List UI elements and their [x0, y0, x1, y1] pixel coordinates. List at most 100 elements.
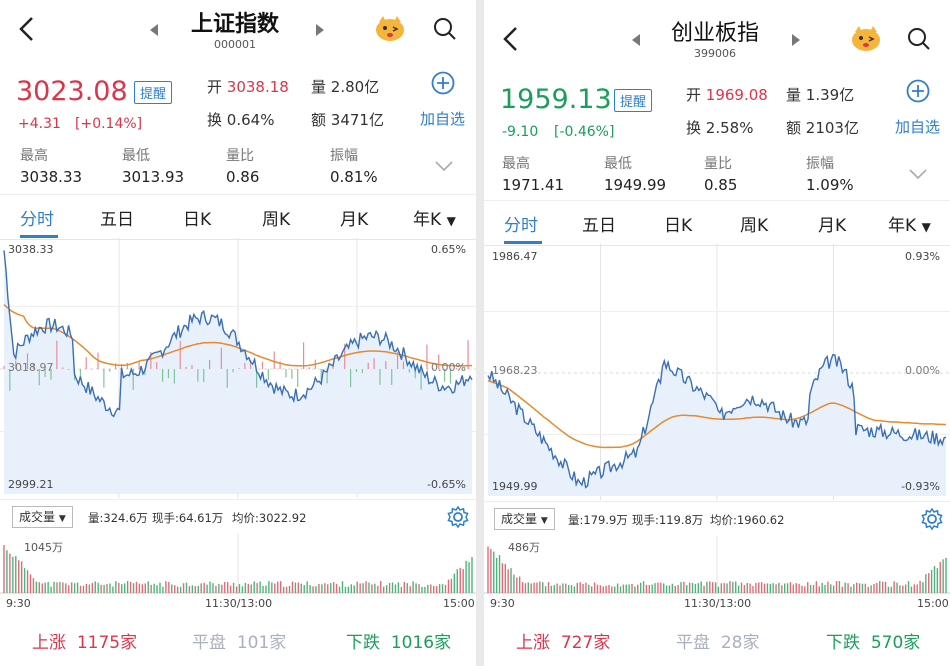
unchanged-count: 101家: [236, 633, 287, 653]
add-watchlist-icon[interactable]: [431, 71, 455, 95]
nav-bar: 创业板指 399006: [484, 0, 950, 62]
tab-yearly-k-label: 年K: [888, 216, 917, 236]
tab-monthly-k[interactable]: 月K: [818, 216, 847, 236]
mascot-icon[interactable]: [374, 14, 406, 42]
mascot-icon[interactable]: [850, 24, 882, 52]
tab-daily-k[interactable]: 日K: [664, 216, 693, 236]
stat-amplitude-value: 0.81%: [330, 168, 378, 186]
chart-tabs: 分时 五日 日K 周K 月K 年K ▼: [484, 200, 950, 246]
stat-low-value: 3013.93: [122, 168, 185, 186]
turnover-label: 换: [686, 119, 702, 137]
tab-intraday[interactable]: 分时: [20, 210, 54, 230]
volume-dropdown-label: 成交量: [501, 512, 538, 526]
alert-button[interactable]: 提醒: [614, 89, 653, 112]
amount-label: 额: [786, 119, 802, 137]
amount-row: 额 3471亿: [311, 109, 384, 130]
time-start: 9:30: [6, 597, 31, 610]
sse-index-panel: 上证指数 000001 3023.08 提醒 +4.31 [+0.14%] 开 …: [0, 0, 476, 666]
decliners[interactable]: 下跌 1016家: [346, 628, 451, 653]
stat-volratio-value: 0.85: [704, 176, 738, 194]
tab-five-day[interactable]: 五日: [582, 216, 616, 236]
pct-mid-label: 0.00%: [431, 361, 466, 374]
dropdown-triangle-icon: ▼: [446, 214, 456, 228]
volume-dropdown[interactable]: 成交量 ▼: [12, 506, 73, 528]
tab-intraday[interactable]: 分时: [504, 216, 538, 236]
turnover-value: 2.58%: [705, 119, 754, 137]
dropdown-triangle-icon: ▼: [921, 220, 931, 234]
tab-five-day[interactable]: 五日: [100, 210, 134, 230]
time-end: 15:00: [917, 597, 949, 610]
intraday-price-chart[interactable]: [0, 238, 476, 498]
next-stock-icon[interactable]: [316, 24, 324, 36]
add-watchlist-label[interactable]: 加自选: [420, 110, 466, 128]
alert-button[interactable]: 提醒: [134, 81, 173, 104]
stat-volratio-label: 量比: [704, 156, 732, 172]
stock-title: 创业板指: [670, 21, 759, 46]
expand-chevron-icon[interactable]: [908, 168, 928, 180]
y-bottom-label: 1949.99: [492, 480, 538, 493]
volume-histogram: [484, 536, 950, 594]
stat-amplitude-label: 振幅: [330, 148, 358, 164]
pct-top-label: 0.65%: [431, 243, 466, 256]
volume-dropdown-label: 成交量: [19, 510, 56, 524]
settings-gear-icon[interactable]: [920, 507, 944, 531]
turnover-value: 0.64%: [226, 111, 275, 129]
unchanged-count: 28家: [720, 633, 760, 653]
pct-mid-label: 0.00%: [905, 364, 940, 377]
unchanged[interactable]: 平盘 101家: [192, 628, 286, 653]
decliners-label: 下跌: [346, 633, 380, 653]
dropdown-arrow-icon: ▼: [58, 514, 66, 524]
settings-gear-icon[interactable]: [446, 505, 470, 529]
y-mid-label: 3018.97: [8, 361, 54, 374]
volume-info: 量:324.6万: [88, 511, 148, 525]
search-icon[interactable]: [432, 16, 458, 42]
price-change: +4.31: [18, 116, 61, 132]
advancers[interactable]: 上涨 727家: [516, 628, 610, 653]
advancers-label: 上涨: [32, 633, 66, 653]
back-arrow-icon[interactable]: [498, 24, 524, 54]
stat-volratio-label: 量比: [226, 148, 254, 164]
open-row: 开 1969.08: [686, 84, 768, 105]
time-start: 9:30: [490, 597, 515, 610]
open-value: 3038.18: [226, 78, 289, 96]
back-arrow-icon[interactable]: [14, 14, 40, 44]
price-line: [3, 250, 473, 418]
stat-low-label: 最低: [604, 156, 632, 172]
tab-weekly-k[interactable]: 周K: [262, 210, 291, 230]
volume-row: 量 2.80亿: [311, 76, 379, 97]
current-price: 3023.08: [16, 76, 128, 107]
search-icon[interactable]: [906, 26, 932, 52]
volume-row: 量 1.39亿: [786, 84, 854, 105]
stat-volratio-value: 0.86: [226, 168, 260, 186]
intraday-price-chart[interactable]: [484, 244, 950, 500]
prev-stock-icon[interactable]: [150, 24, 158, 36]
price-change-pct: [-0.46%]: [554, 124, 615, 140]
next-stock-icon[interactable]: [792, 34, 800, 46]
add-watchlist-icon[interactable]: [906, 79, 930, 103]
tab-weekly-k[interactable]: 周K: [740, 216, 769, 236]
prev-stock-icon[interactable]: [632, 34, 640, 46]
turnover-row: 换 0.64%: [207, 109, 274, 130]
volume-scale-label: 486万: [508, 541, 540, 554]
market-breadth: 上涨 1175家 平盘 101家 下跌 1016家: [0, 618, 476, 662]
advancers-count: 727家: [560, 633, 611, 653]
pct-top-label: 0.93%: [905, 250, 940, 263]
time-end: 15:00: [443, 597, 475, 610]
open-row: 开 3038.18: [207, 76, 289, 97]
unchanged[interactable]: 平盘 28家: [676, 628, 759, 653]
unchanged-label: 平盘: [676, 633, 710, 653]
add-watchlist-label[interactable]: 加自选: [895, 118, 941, 136]
tab-monthly-k[interactable]: 月K: [340, 210, 369, 230]
decliners[interactable]: 下跌 570家: [826, 628, 920, 653]
advancers[interactable]: 上涨 1175家: [32, 628, 137, 653]
tab-yearly-k[interactable]: 年K ▼: [888, 211, 931, 236]
nav-bar: 上证指数 000001: [0, 0, 476, 62]
price-area: [4, 250, 472, 494]
tab-daily-k[interactable]: 日K: [183, 210, 212, 230]
volume-dropdown[interactable]: 成交量 ▼: [494, 508, 555, 530]
amount-value: 3471亿: [330, 111, 384, 129]
tab-yearly-k[interactable]: 年K ▼: [413, 205, 456, 230]
expand-chevron-icon[interactable]: [434, 160, 454, 172]
market-breadth: 上涨 727家 平盘 28家 下跌 570家: [484, 618, 950, 662]
current-hand-info: 现手:64.61万: [152, 511, 224, 525]
